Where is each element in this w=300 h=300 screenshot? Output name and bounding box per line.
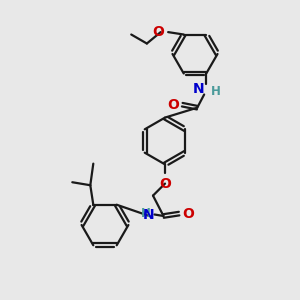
Text: O: O	[167, 98, 179, 112]
Text: N: N	[193, 82, 205, 96]
Text: O: O	[159, 177, 171, 191]
Text: H: H	[140, 206, 150, 220]
Text: O: O	[152, 25, 164, 39]
Text: H: H	[211, 85, 221, 98]
Text: N: N	[143, 208, 154, 221]
Text: O: O	[183, 207, 195, 220]
